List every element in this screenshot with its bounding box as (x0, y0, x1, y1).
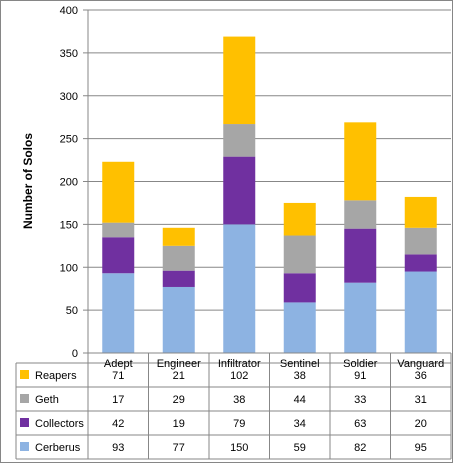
data-label-geth-soldier: 33 (354, 394, 366, 406)
y-tick-label-300: 300 (60, 91, 78, 103)
bar-vanguard-collectors (404, 254, 437, 272)
data-label-collectors-sentinel: 34 (294, 418, 306, 430)
data-label-geth-vanguard: 31 (415, 394, 427, 406)
x-tick-label-adept: Adept (104, 358, 133, 370)
legend-swatch-collectors (20, 418, 29, 427)
data-label-cerberus-sentinel: 59 (294, 442, 306, 454)
legend-swatch-reapers (20, 370, 29, 379)
data-label-geth-adept: 17 (112, 394, 124, 406)
y-tick-labels: 0 50 100 150 200 250 300 350 400 (60, 5, 78, 360)
data-label-reapers-adept: 71 (112, 370, 124, 382)
legend-swatch-cerberus (20, 442, 29, 451)
x-tick-label-soldier: Soldier (343, 358, 378, 370)
data-label-reapers-vanguard: 36 (415, 370, 427, 382)
x-tick-label-engineer: Engineer (157, 358, 201, 370)
y-tick-label-150: 150 (60, 219, 78, 231)
legend-label-collectors: Collectors (35, 418, 84, 430)
data-label-collectors-adept: 42 (112, 418, 124, 430)
bar-sentinel-collectors (283, 273, 316, 303)
data-label-reapers-sentinel: 38 (294, 370, 306, 382)
y-tick-label-100: 100 (60, 262, 78, 274)
bar-infiltrator-collectors (223, 156, 256, 225)
data-label-collectors-engineer: 19 (173, 418, 185, 430)
x-tick-label-sentinel: Sentinel (280, 358, 320, 370)
bar-sentinel-geth (283, 235, 316, 274)
y-tick-label-250: 250 (60, 134, 78, 146)
legend-label-cerberus: Cerberus (35, 442, 81, 454)
bar-adept-collectors (102, 237, 135, 274)
data-label-collectors-vanguard: 20 (415, 418, 427, 430)
data-label-cerberus-engineer: 77 (173, 442, 185, 454)
data-label-cerberus-soldier: 82 (354, 442, 366, 454)
data-label-collectors-infiltrator: 79 (233, 418, 245, 430)
data-label-cerberus-adept: 93 (112, 442, 124, 454)
data-label-cerberus-vanguard: 95 (415, 442, 427, 454)
bar-adept-cerberus (102, 273, 135, 353)
data-label-geth-infiltrator: 38 (233, 394, 245, 406)
data-label-cerberus-infiltrator: 150 (230, 442, 248, 454)
x-tick-label-vanguard: Vanguard (397, 358, 444, 370)
legend-label-reapers: Reapers (35, 370, 77, 382)
data-label-collectors-soldier: 63 (354, 418, 366, 430)
bar-sentinel-cerberus (283, 302, 316, 353)
y-tick-label-50: 50 (66, 305, 78, 317)
data-label-reapers-engineer: 21 (173, 370, 185, 382)
data-label-geth-engineer: 29 (173, 394, 185, 406)
y-tick-label-400: 400 (60, 5, 78, 17)
data-label-reapers-infiltrator: 102 (230, 370, 248, 382)
data-table: Adept Engineer Infiltrator Sentinel Soldier V… (15, 352, 452, 460)
bars (102, 36, 437, 353)
bar-adept-reapers (102, 161, 135, 223)
x-tick-label-infiltrator: Infiltrator (218, 358, 261, 370)
bar-sentinel-reapers (283, 202, 316, 236)
bar-vanguard-geth (404, 227, 437, 255)
bar-adept-geth (102, 222, 135, 238)
bar-engineer-geth (162, 245, 195, 271)
data-label-reapers-soldier: 91 (354, 370, 366, 382)
bar-vanguard-cerberus (404, 271, 437, 353)
legend-label-geth: Geth (35, 394, 59, 406)
data-label-geth-sentinel: 44 (294, 394, 306, 406)
y-tick-label-350: 350 (60, 48, 78, 60)
y-axis-label: Number of Solos (21, 133, 35, 229)
y-tick-label-200: 200 (60, 177, 78, 189)
bar-soldier-geth (344, 200, 377, 229)
bar-infiltrator-geth (223, 124, 256, 157)
bar-vanguard-reapers (404, 196, 437, 228)
y-tick-label-0: 0 (72, 348, 78, 360)
bar-soldier-reapers (344, 122, 377, 201)
bar-engineer-collectors (162, 270, 195, 287)
bar-engineer-reapers (162, 227, 195, 246)
bar-engineer-cerberus (162, 286, 195, 353)
bar-infiltrator-cerberus (223, 224, 256, 353)
bar-soldier-cerberus (344, 282, 377, 353)
bar-infiltrator-reapers (223, 36, 256, 125)
gridlines (83, 9, 451, 354)
bar-soldier-collectors (344, 228, 377, 283)
legend-swatch-geth (20, 394, 29, 403)
